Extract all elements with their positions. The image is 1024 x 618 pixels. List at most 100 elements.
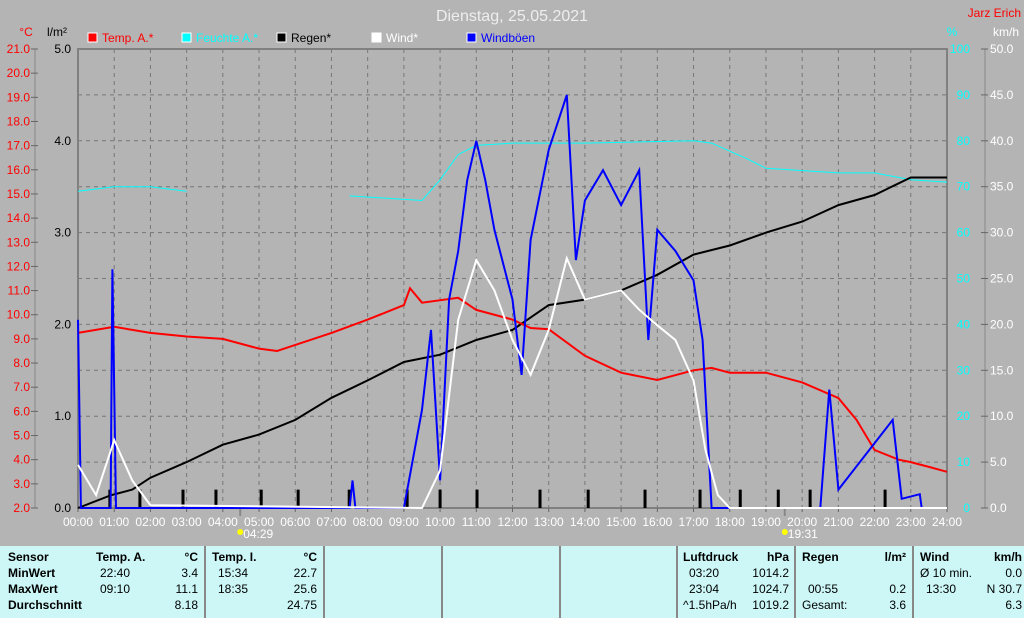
rain-bar: [347, 489, 351, 508]
temp-i-unit: °C: [303, 550, 317, 564]
temp-tick-label: 8.0: [13, 356, 30, 370]
rain-bar: [643, 489, 647, 508]
humidity-tick-label: 90: [957, 88, 971, 102]
x-tick-label: 22:00: [860, 515, 890, 529]
wind-tick-label: 35.0: [990, 180, 1014, 194]
rain-unit: l/m²: [884, 550, 906, 564]
temp-a-unit: °C: [184, 550, 198, 564]
x-tick-label: 10:00: [425, 515, 455, 529]
stats-table: Sensor MinWert MaxWert Durchschnitt Temp…: [0, 546, 1024, 618]
temp-tick-label: 14.0: [7, 211, 31, 225]
rain-bar: [738, 489, 742, 508]
temp-tick-label: 19.0: [7, 90, 31, 104]
rain-bar: [138, 489, 142, 508]
temp-tick-label: 5.0: [13, 429, 30, 443]
x-tick-label: 04:00: [208, 515, 238, 529]
humidity-tick-label: 0: [963, 501, 970, 515]
x-tick-label: 21:00: [823, 515, 853, 529]
series-line-wind-: [77, 255, 947, 510]
humidity-tick-label: 70: [957, 180, 971, 194]
wind-max-time: 13:30: [926, 582, 957, 596]
temp-tick-label: 7.0: [13, 380, 30, 394]
pressure-min-time: 03:20: [689, 566, 720, 580]
temp-axis-unit: °C: [19, 25, 33, 39]
humidity-tick-label: 80: [957, 134, 971, 148]
legend-label: Feuchte A.*: [196, 31, 258, 45]
label-min: MinWert: [8, 566, 56, 580]
humidity-tick-label: 60: [957, 226, 971, 240]
wind-avg: 6.3: [1005, 598, 1022, 612]
temp-tick-label: 10.0: [7, 308, 31, 322]
label-avg: Durchschnitt: [8, 598, 83, 612]
legend-label: Windböen: [481, 31, 535, 45]
legend-swatch: [466, 32, 477, 43]
author-label: Jarz Erich: [968, 6, 1021, 20]
weather-chart: Dienstag, 25.05.2021 Jarz Erich Temp. A.* F…: [7, 6, 1021, 541]
label-max: MaxWert: [8, 582, 58, 596]
x-tick-label: 00:00: [63, 515, 93, 529]
x-tick-label: 23:00: [896, 515, 926, 529]
x-tick-label: 01:00: [99, 515, 129, 529]
temp-a-max-time: 09:10: [100, 582, 131, 596]
wind-tick-label: 50.0: [990, 42, 1014, 56]
wind-header: Wind: [920, 550, 950, 564]
rain-total-label: Gesamt:: [802, 598, 848, 612]
chart-title: Dienstag, 25.05.2021: [436, 8, 588, 25]
sunrise-time: 04:29: [243, 527, 273, 541]
legend-swatch: [181, 32, 192, 43]
pressure-unit: hPa: [766, 550, 789, 564]
x-tick-label: 08:00: [353, 515, 383, 529]
rain-max: 0.2: [889, 582, 906, 596]
humidity-tick-label: 10: [957, 455, 971, 469]
sunset-time: 19:31: [788, 527, 818, 541]
humidity-tick-label: 50: [957, 272, 971, 286]
sunrise-icon: [237, 529, 244, 535]
rain-tick-label: 1.0: [54, 409, 71, 423]
legend-label: Regen*: [291, 31, 331, 45]
x-tick-label: 07:00: [316, 515, 346, 529]
rain-bar: [438, 489, 442, 508]
wind-tick-label: 15.0: [990, 363, 1014, 377]
x-tick-label: 24:00: [932, 515, 962, 529]
rain-bar: [698, 489, 702, 508]
wind-tick-label: 40.0: [990, 134, 1014, 148]
temp-i-max: 25.6: [293, 582, 317, 596]
wind-axis-unit: km/h: [993, 25, 1019, 39]
pressure-trend: ^1.5hPa/h: [683, 598, 737, 612]
pressure-max-time: 23:04: [689, 582, 720, 596]
series-line-feuchte-a-: [77, 140, 948, 202]
rain-total: 3.6: [889, 598, 906, 612]
temp-tick-label: 13.0: [7, 235, 31, 249]
humidity-tick-label: 40: [957, 317, 971, 331]
x-tick-label: 12:00: [497, 515, 527, 529]
temp-a-max: 11.1: [175, 582, 198, 596]
rain-tick-label: 2.0: [54, 317, 71, 331]
rain-tick-label: 3.0: [54, 226, 71, 240]
rain-bar: [296, 489, 300, 508]
wind-tick-label: 10.0: [990, 409, 1014, 423]
temp-tick-label: 11.0: [8, 284, 31, 298]
temp-i-min: 22.7: [293, 566, 317, 580]
x-tick-label: 06:00: [280, 515, 310, 529]
temp-tick-label: 20.0: [7, 66, 31, 80]
temp-tick-label: 16.0: [7, 163, 31, 177]
x-tick-label: 17:00: [679, 515, 709, 529]
temp-tick-label: 17.0: [7, 139, 31, 153]
x-tick-label: 18:00: [715, 515, 745, 529]
temp-i-avg: 24.75: [286, 598, 317, 612]
temp-tick-label: 18.0: [7, 114, 31, 128]
pressure-avg: 1019.2: [752, 598, 789, 612]
sunset-icon: [781, 529, 788, 535]
rain-bar: [808, 489, 812, 508]
wind-tick-label: 20.0: [990, 317, 1014, 331]
legend-label: Temp. A.*: [102, 31, 154, 45]
pressure-max: 1024.7: [752, 582, 789, 596]
wind-tick-label: 0.0: [990, 501, 1007, 515]
humidity-tick-label: 20: [957, 409, 971, 423]
x-tick-label: 15:00: [606, 515, 636, 529]
x-tick-label: 14:00: [570, 515, 600, 529]
temp-tick-label: 3.0: [13, 477, 30, 491]
wind-tick-label: 30.0: [990, 226, 1014, 240]
rain-bar: [883, 489, 887, 508]
legend-swatch: [87, 32, 98, 43]
